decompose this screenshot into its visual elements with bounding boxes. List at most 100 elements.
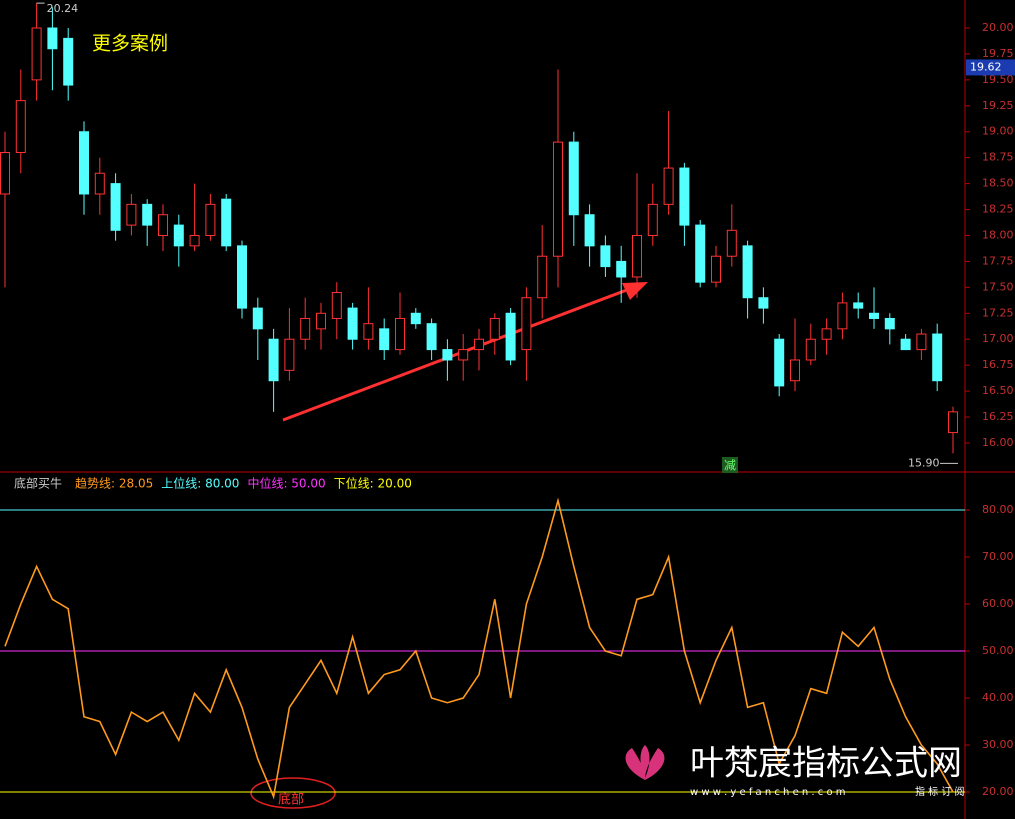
signal: 减 [724,459,736,473]
candle-body [489,317,500,340]
watermark-title: 叶梵宸指标公式网 [690,744,962,784]
y-tick-label: 18.50 [982,177,1014,190]
candle-body [916,333,927,351]
candle-body [632,234,642,278]
y-tick-label: 19.25 [982,99,1014,112]
y-tick-label: 19.50 [982,73,1014,86]
candle-body [15,100,26,153]
candle-body [711,255,721,283]
candle-body [948,411,958,434]
candle-body [758,297,769,309]
y-tick-label: 20.00 [982,785,1014,798]
candle-body [426,323,437,351]
y-tick-label: 16.75 [982,358,1014,371]
watermark-tag: 指 标 订 阅 [915,785,965,798]
y-tick-label: 16.25 [982,410,1014,423]
candle-body [663,167,674,205]
candle-body [94,172,105,195]
candle-body [379,328,390,351]
indicator-line [4,497,954,800]
candle-body [300,317,311,340]
logo [625,745,665,780]
watermark-url: w w w . y e f a n c h e n . c o m [690,787,846,798]
candle-body [774,338,785,387]
candle-body [521,297,532,351]
candle-body [553,141,563,257]
candle-body [616,260,627,278]
candle-body [821,328,832,340]
y-tick-label: 30.00 [982,738,1014,751]
highlight-ellipse [250,777,336,809]
price-box [966,59,1015,76]
candle-body [237,245,247,309]
y-tick-label: 20.00 [982,21,1014,34]
y-tick-label: 17.50 [982,280,1014,293]
candle-body [900,338,911,351]
y-tick-label: 80.00 [982,503,1014,516]
candle-body [742,245,753,299]
candle-body [537,255,548,299]
candle-body [790,359,800,382]
candle-body [31,27,42,81]
candle-body [158,214,168,236]
candle-body [110,183,121,231]
candle-body [932,333,943,382]
candle-body [853,302,864,309]
y-tick-label: 18.25 [982,203,1014,216]
y-tick-label: 60.00 [982,597,1014,610]
watermark-logo [625,745,665,780]
candle-body [584,214,595,247]
y-tick-label: 50.00 [982,644,1014,657]
candle-body [173,224,184,247]
arrow-head [622,282,648,300]
candle-body [252,307,263,330]
y-tick-label: 18.75 [982,151,1014,164]
y-tick-label: 17.75 [982,254,1014,267]
candle-body [869,312,879,319]
candle-body [442,349,453,361]
last-price: 19.62 [970,60,1002,73]
candle-body [805,338,816,361]
candle-body [884,317,895,330]
legend-item: 趋势线: 28.05 [75,477,153,491]
candle-body [347,307,358,340]
y-tick-label: 19.00 [982,125,1014,138]
signal-box [722,457,738,473]
y-tick-label: 40.00 [982,691,1014,704]
annotation: 底部 [278,792,304,808]
candle-body [268,338,279,382]
candle-body [505,312,516,361]
candle-body [189,234,200,247]
candle-body [647,203,658,236]
y-tick-label: 70.00 [982,550,1014,563]
candle-body [0,151,10,195]
y-tick-label: 16.00 [982,436,1014,449]
y-tick-label: 17.25 [982,306,1014,319]
candle-body [474,338,484,351]
candle-body [63,37,74,86]
legend-item: 中位线: 50.00 [247,476,325,491]
candle-body [837,302,848,330]
candle-body [331,292,342,319]
candle-body [221,198,232,247]
candle-body [695,224,706,283]
y-tick-label: 18.00 [982,228,1014,241]
candle-body [726,229,737,257]
candle-body [126,203,137,226]
y-tick-label: 16.50 [982,384,1014,397]
panel-title: 底部买牛 [14,476,62,491]
y-tick-label: 19.75 [982,47,1014,60]
candle-body [363,323,374,340]
min-label: 15.90 [908,456,940,469]
candle-body [600,245,611,268]
candle-body [142,203,153,226]
candle-body [679,167,690,226]
y-tick-label: 17.00 [982,332,1014,345]
max-label: 20.24 [47,2,79,15]
annotation: 更多案例 [92,33,168,55]
legend-item: 下位线: 20.00 [334,476,412,491]
candle-body [79,131,89,195]
candle-body [47,27,58,50]
